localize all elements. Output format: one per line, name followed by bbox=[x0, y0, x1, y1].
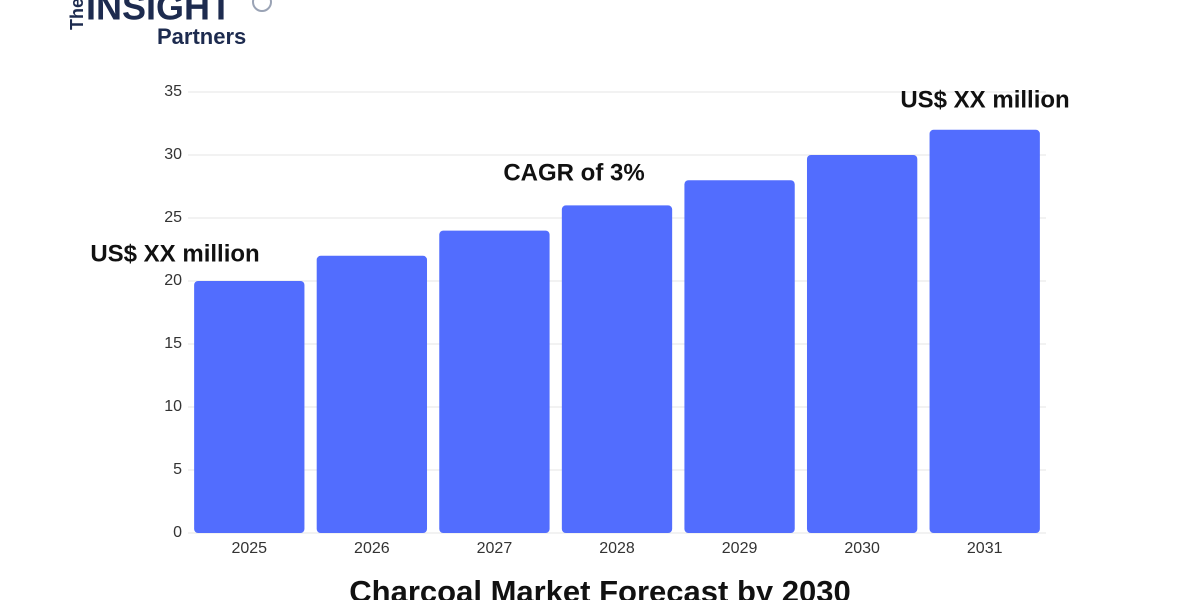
y-tick-label: 0 bbox=[173, 524, 182, 541]
x-tick-label: 2031 bbox=[967, 540, 1003, 557]
x-tick-label: 2026 bbox=[354, 540, 390, 557]
annotation: US$ XX million bbox=[900, 86, 1069, 113]
bar bbox=[806, 155, 918, 533]
logo-icon bbox=[252, 0, 272, 12]
bar bbox=[684, 180, 795, 533]
bar bbox=[561, 205, 673, 533]
logo-suffix: Partners bbox=[157, 24, 246, 49]
bar bbox=[194, 281, 305, 533]
bar bbox=[439, 230, 550, 533]
bar bbox=[316, 255, 428, 534]
y-tick-label: 15 bbox=[164, 335, 182, 352]
y-tick-label: 5 bbox=[173, 461, 182, 478]
x-tick-label: 2029 bbox=[722, 540, 758, 557]
y-tick-label: 10 bbox=[164, 398, 182, 415]
bar bbox=[929, 129, 1040, 534]
y-tick-label: 25 bbox=[164, 209, 182, 226]
logo-name: INSIGHT bbox=[86, 0, 232, 28]
y-tick-label: 30 bbox=[164, 146, 182, 163]
y-tick-label: 20 bbox=[164, 272, 182, 289]
chart-title: Charcoal Market Forecast by 2030 bbox=[349, 574, 850, 600]
x-tick-label: 2025 bbox=[231, 540, 267, 557]
logo: The INSIGHT Partners bbox=[67, 0, 272, 49]
x-tick-label: 2030 bbox=[844, 540, 880, 557]
annotation: US$ XX million bbox=[90, 240, 259, 267]
logo-prefix: The bbox=[67, 0, 87, 30]
y-tick-label: 35 bbox=[164, 83, 182, 100]
x-tick-label: 2027 bbox=[477, 540, 513, 557]
x-tick-label: 2028 bbox=[599, 540, 635, 557]
annotation: CAGR of 3% bbox=[503, 159, 644, 186]
